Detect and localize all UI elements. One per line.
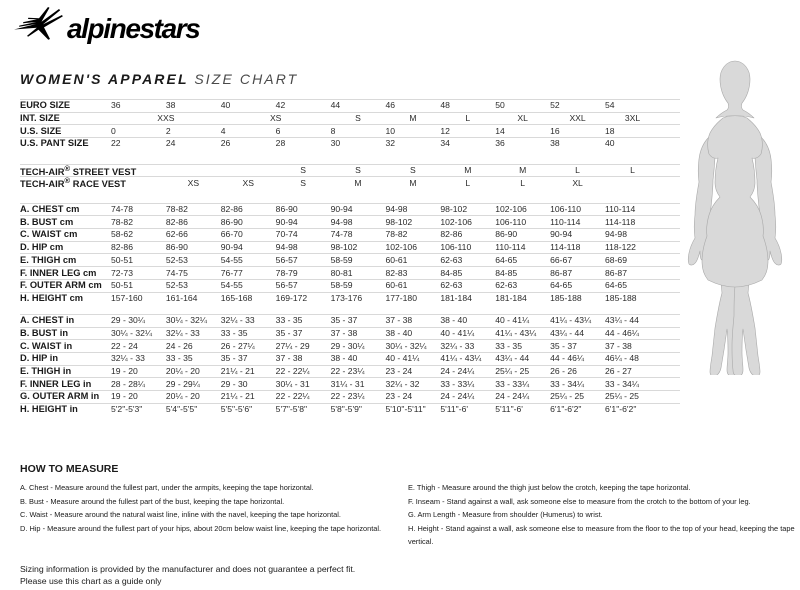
svg-text:alpinestars: alpinestars <box>67 13 200 44</box>
